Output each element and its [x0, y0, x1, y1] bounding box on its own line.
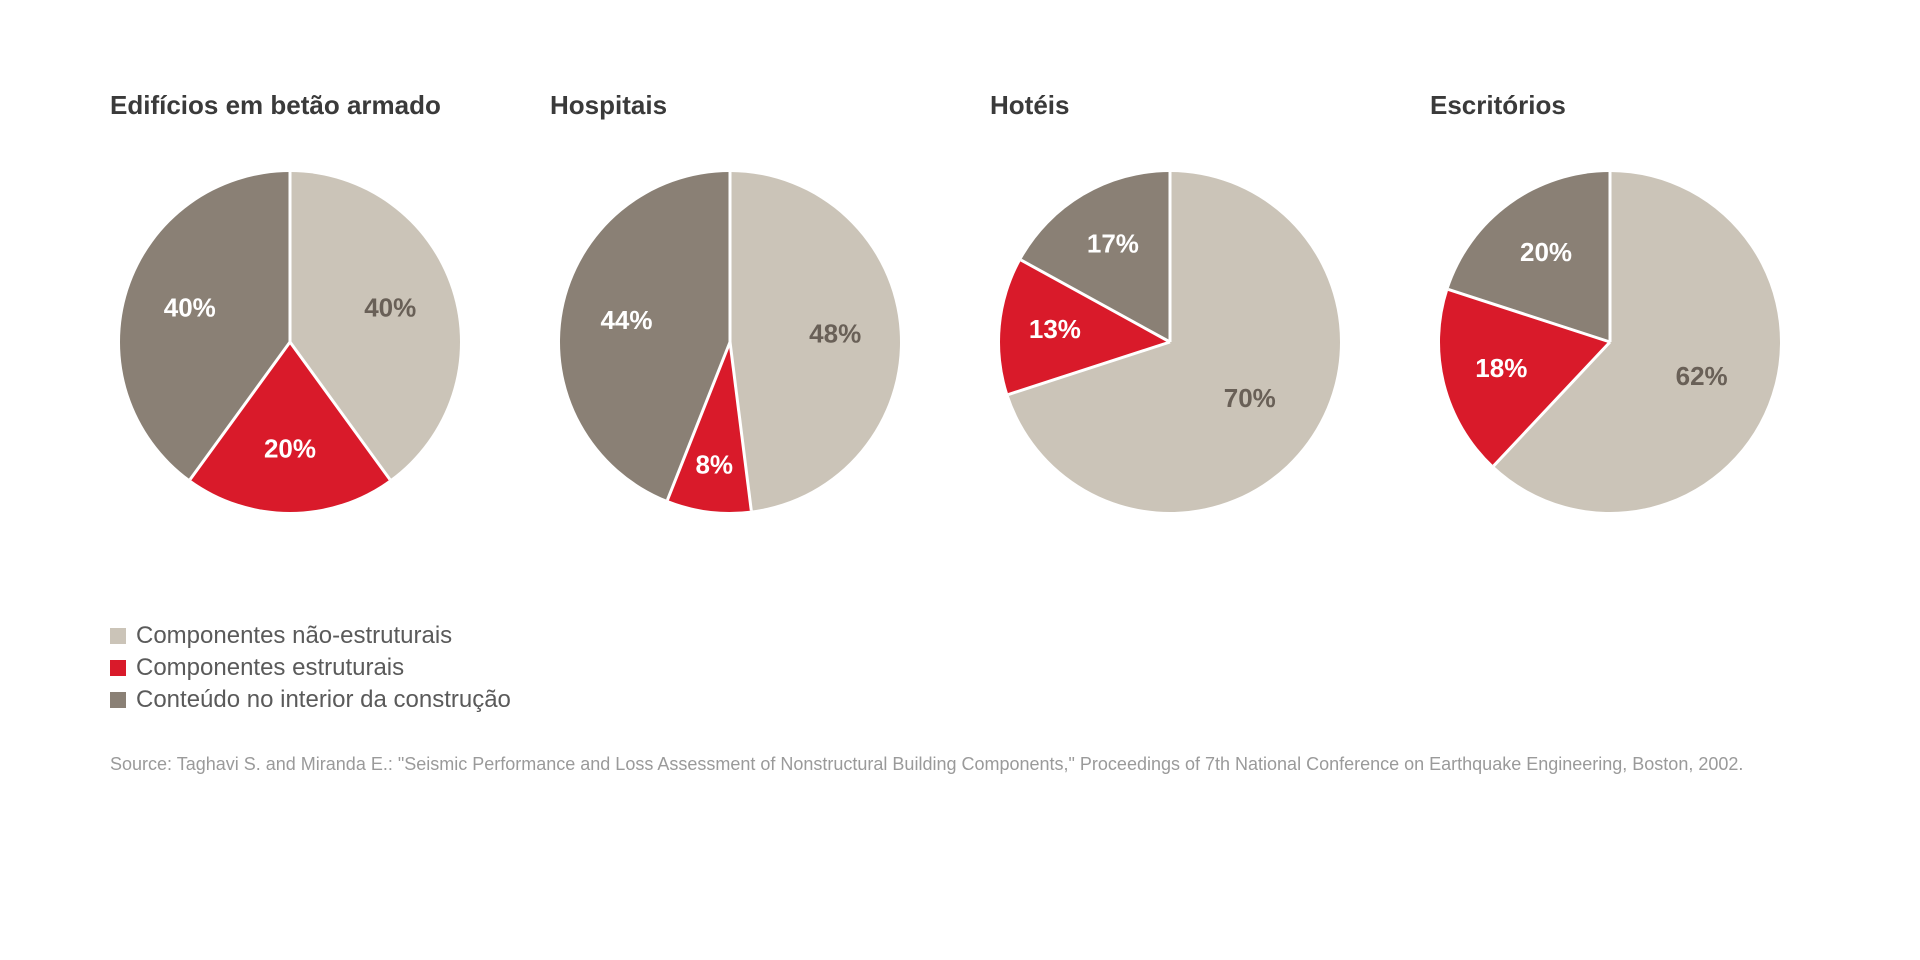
pie-slice-label: 70%: [1224, 383, 1276, 413]
chart-title: Hospitais: [550, 90, 667, 122]
chart-block: Escritórios 62% 18% 20%: [1430, 90, 1810, 522]
legend-swatch: [110, 692, 126, 708]
legend-label: Componentes não-estruturais: [136, 622, 452, 650]
pie-slice-label: 20%: [1520, 237, 1572, 267]
legend-item: Componentes não-estruturais: [110, 622, 1810, 650]
pie-slice-label: 62%: [1676, 361, 1728, 391]
pie-chart: 70% 13% 17%: [990, 162, 1350, 522]
chart-title: Escritórios: [1430, 90, 1566, 122]
chart-block: Hospitais 48% 8% 44%: [550, 90, 930, 522]
pie-chart: 48% 8% 44%: [550, 162, 910, 522]
legend-item: Componentes estruturais: [110, 654, 1810, 682]
pie-slice-label: 48%: [809, 318, 861, 348]
pie-slice-label: 20%: [264, 434, 316, 464]
pie-slice-label: 17%: [1087, 228, 1139, 258]
pie-slice-label: 44%: [600, 305, 652, 335]
pie-slice-label: 40%: [164, 292, 216, 322]
chart-title: Hotéis: [990, 90, 1069, 122]
source-citation: Source: Taghavi S. and Miranda E.: "Seis…: [110, 754, 1810, 775]
chart-block: Hotéis 70% 13% 17%: [990, 90, 1370, 522]
pie-slice-label: 13%: [1029, 314, 1081, 344]
chart-block: Edifícios em betão armado 40% 20% 40%: [110, 90, 490, 522]
pie-chart: 40% 20% 40%: [110, 162, 470, 522]
pie-slice-label: 18%: [1475, 353, 1527, 383]
legend-label: Conteúdo no interior da construção: [136, 686, 511, 714]
legend-swatch: [110, 660, 126, 676]
legend: Componentes não-estruturais Componentes e…: [110, 622, 1810, 714]
chart-title: Edifícios em betão armado: [110, 90, 441, 122]
pie-slice-label: 40%: [364, 292, 416, 322]
legend-label: Componentes estruturais: [136, 654, 404, 682]
pie-slice-label: 8%: [695, 450, 733, 480]
pie-chart: 62% 18% 20%: [1430, 162, 1790, 522]
legend-item: Conteúdo no interior da construção: [110, 686, 1810, 714]
legend-swatch: [110, 628, 126, 644]
charts-row: Edifícios em betão armado 40% 20% 40% Hospit…: [110, 90, 1810, 522]
